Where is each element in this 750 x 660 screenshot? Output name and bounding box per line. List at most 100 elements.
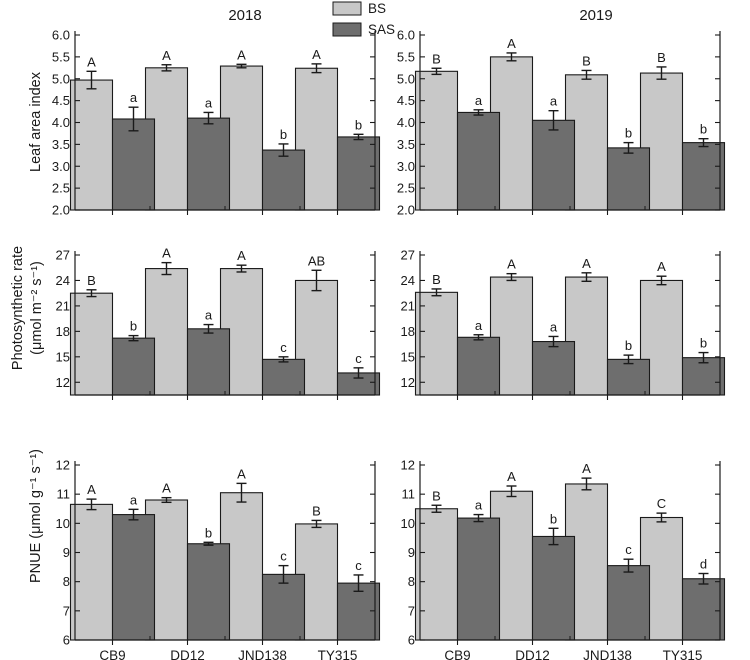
error-bar-sas-cb9 <box>473 334 484 341</box>
sig-letter-sas-dd12: b <box>205 525 212 540</box>
sig-letter-bs-jnd138: A <box>582 256 591 271</box>
panel-2: B A A AB b a c c 12 15 18 21 24 27 <box>56 246 381 400</box>
legend: BS SAS <box>332 1 395 37</box>
y-tick-label: 4.0 <box>52 115 70 130</box>
sig-letter-sas-dd12: a <box>205 308 213 323</box>
error-bar-sas-cb9 <box>473 513 484 523</box>
y-tick-label: 18 <box>401 324 415 339</box>
year-title-2019: 2019 <box>579 7 612 24</box>
y-tick-label: 6.0 <box>397 28 415 43</box>
sig-letter-sas-jnd138: c <box>280 340 287 355</box>
y-tick-label: 7 <box>63 603 70 618</box>
sig-letter-sas-dd12: a <box>550 94 558 109</box>
sig-letter-bs-dd12: A <box>162 481 171 496</box>
sig-letter-sas-jnd138: b <box>625 126 632 141</box>
error-bar-bs-dd12 <box>506 485 517 498</box>
error-bar-sas-ty315 <box>698 351 709 364</box>
y-tick-label: 18 <box>56 324 70 339</box>
error-bar-bs-ty315 <box>311 519 322 529</box>
error-bar-bs-ty315 <box>311 269 322 292</box>
y-tick-label: 24 <box>401 273 415 288</box>
sig-letter-sas-jnd138: b <box>280 127 287 142</box>
error-bar-sas-jnd138 <box>278 564 289 584</box>
error-bar-bs-jnd138 <box>581 69 592 80</box>
y-tick-label: 15 <box>401 349 415 364</box>
ylabel-photosynthetic-rate-line2: (μmol m⁻² s⁻¹) <box>29 261 45 355</box>
sig-letter-sas-ty315: b <box>355 117 362 132</box>
legend-swatch-sas <box>332 22 362 37</box>
error-bar-sas-cb9 <box>473 109 484 116</box>
error-bar-bs-jnd138 <box>581 477 592 491</box>
error-bar-sas-dd12 <box>203 541 214 546</box>
y-tick-label: 21 <box>56 298 70 313</box>
y-tick-label: 6 <box>63 633 70 648</box>
sig-letter-sas-cb9: a <box>475 318 483 333</box>
sig-letter-bs-ty315: C <box>657 496 666 511</box>
error-bar-sas-dd12 <box>548 335 559 348</box>
bar-sas-jnd138 <box>606 565 651 641</box>
legend-swatch-bs <box>332 1 362 16</box>
error-bar-sas-cb9 <box>128 334 139 342</box>
panel-0: A A A Aa a b b 2.0 2.5 3.0 3.5 4.0 4.5 5.0 5.5 6.0 <box>52 28 381 218</box>
x-category-label-ty315: TY315 <box>663 648 703 660</box>
error-bar-sas-cb9 <box>128 106 139 132</box>
error-bar-bs-cb9 <box>431 288 442 297</box>
sig-letter-bs-dd12: A <box>507 36 516 51</box>
y-tick-label: 5.5 <box>52 49 70 64</box>
sig-letter-sas-ty315: c <box>355 351 362 366</box>
x-category-label-jnd138: JND138 <box>583 648 632 660</box>
error-bar-bs-jnd138 <box>236 264 247 273</box>
error-bar-sas-dd12 <box>203 111 214 125</box>
error-bar-bs-cb9 <box>431 504 442 513</box>
bar-sas-ty315 <box>336 136 381 211</box>
ylabel-leaf-area-index: Leaf area index <box>28 71 44 172</box>
sig-letter-bs-cb9: B <box>432 488 441 503</box>
error-bar-bs-ty315 <box>656 275 667 286</box>
error-bar-sas-ty315 <box>353 574 364 592</box>
y-tick-label: 8 <box>408 574 415 589</box>
bar-sas-jnd138 <box>261 149 306 211</box>
bar-bs-cb9 <box>69 503 114 641</box>
error-bar-bs-jnd138 <box>236 482 247 503</box>
sig-letter-bs-cb9: B <box>87 273 96 288</box>
y-tick-label: 5.0 <box>52 71 70 86</box>
bar-sas-cb9 <box>456 517 501 641</box>
sig-letter-bs-ty315: B <box>657 50 666 65</box>
bar-sas-jnd138 <box>261 358 306 396</box>
sig-letter-bs-dd12: A <box>162 48 171 63</box>
bar-bs-cb9 <box>69 292 114 396</box>
y-tick-label: 9 <box>408 545 415 560</box>
bar-sas-dd12 <box>186 117 231 211</box>
y-tick-label: 2.5 <box>397 181 415 196</box>
sig-letter-bs-jnd138: A <box>237 466 246 481</box>
error-bar-bs-cb9 <box>86 70 97 90</box>
bar-sas-dd12 <box>186 328 231 396</box>
sig-letter-sas-ty315: c <box>355 558 362 573</box>
sig-letter-bs-dd12: A <box>162 246 171 261</box>
y-tick-label: 2.5 <box>52 181 70 196</box>
sig-letter-sas-cb9: a <box>475 498 483 513</box>
y-tick-label: 10 <box>56 516 70 531</box>
error-bar-bs-ty315 <box>311 63 322 74</box>
bar-sas-cb9 <box>456 111 501 211</box>
x-category-label-dd12: DD12 <box>170 648 205 660</box>
y-tick-label: 12 <box>56 375 70 390</box>
error-bar-bs-cb9 <box>86 289 97 298</box>
error-bar-bs-ty315 <box>656 512 667 523</box>
error-bar-sas-dd12 <box>548 527 559 546</box>
y-tick-label: 24 <box>56 273 70 288</box>
y-tick-label: 11 <box>57 487 71 502</box>
ylabel-photosynthetic-rate: Photosynthetic rate (μmol m⁻² s⁻¹) <box>10 246 45 370</box>
y-tick-label: 15 <box>56 349 70 364</box>
y-tick-label: 3.5 <box>52 137 70 152</box>
sig-letter-bs-dd12: A <box>507 257 516 272</box>
sig-letter-sas-ty315: b <box>700 336 707 351</box>
bar-sas-cb9 <box>111 118 156 211</box>
bar-sas-dd12 <box>531 535 576 641</box>
error-bar-sas-jnd138 <box>278 143 289 157</box>
bar-sas-cb9 <box>456 336 501 396</box>
y-tick-label: 3.5 <box>397 137 415 152</box>
bar-sas-dd12 <box>531 119 576 211</box>
error-bar-bs-dd12 <box>506 272 517 282</box>
y-tick-label: 3.0 <box>52 159 70 174</box>
